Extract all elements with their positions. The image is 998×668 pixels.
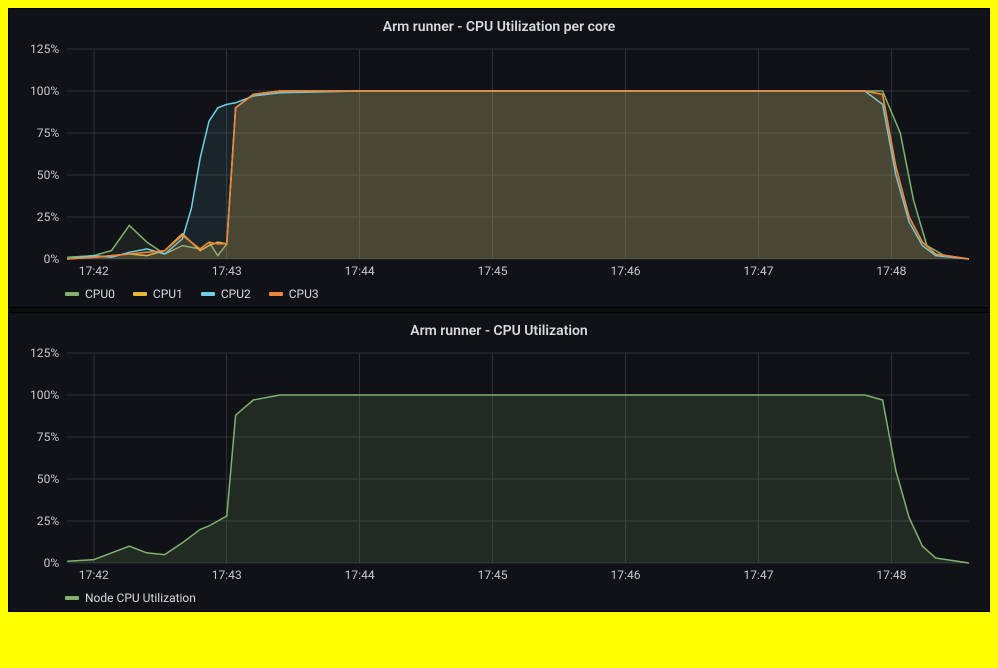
x-tick-label: 17:42 (79, 568, 109, 582)
x-tick-label: 17:43 (212, 264, 242, 278)
legend-item[interactable]: CPU1 (133, 287, 183, 301)
x-tick-label: 17:46 (611, 568, 641, 582)
x-tick-label: 17:47 (743, 568, 773, 582)
y-tick-label: 25% (37, 514, 60, 528)
y-tick-label: 0% (44, 556, 60, 570)
legend-label: CPU2 (221, 287, 251, 301)
y-tick-label: 75% (37, 126, 60, 140)
y-tick-label: 125% (30, 43, 59, 56)
legend-item[interactable]: CPU0 (65, 287, 115, 301)
panels-container: Arm runner - CPU Utilization per core 0%… (6, 6, 992, 614)
x-tick-label: 17:45 (478, 568, 508, 582)
panel-cpu-total: Arm runner - CPU Utilization 0% 25% 50% 75%… (8, 312, 990, 612)
panel-title: Arm runner - CPU Utilization (17, 317, 981, 347)
x-tick-label: 17:44 (345, 568, 375, 582)
x-tick-label: 17:43 (212, 568, 242, 582)
legend: Node CPU Utilization (17, 587, 981, 605)
y-tick-label: 50% (37, 472, 60, 486)
x-tick-label: 17:44 (345, 264, 375, 278)
y-tick-label: 125% (30, 347, 59, 360)
y-tick-label: 0% (44, 252, 60, 266)
x-tick-label: 17:46 (611, 264, 641, 278)
x-tick-label: 17:45 (478, 264, 508, 278)
x-tick-label: 17:48 (876, 264, 906, 278)
x-tick-label: 17:48 (876, 568, 906, 582)
legend-swatch (201, 292, 215, 296)
panel-title: Arm runner - CPU Utilization per core (17, 13, 981, 43)
legend-label: CPU3 (289, 287, 319, 301)
y-tick-label: 75% (37, 430, 60, 444)
legend-label: CPU1 (153, 287, 183, 301)
chart2-svg: 0% 25% 50% 75% 100% 125% 17:42 17:43 17:44 17:45 1… (17, 347, 981, 587)
panel-cpu-per-core: Arm runner - CPU Utilization per core 0%… (8, 8, 990, 308)
x-tick-label: 17:42 (79, 264, 109, 278)
y-tick-label: 100% (30, 388, 59, 402)
legend-swatch (65, 292, 79, 296)
legend-item[interactable]: CPU2 (201, 287, 251, 301)
legend-item[interactable]: CPU3 (269, 287, 319, 301)
legend-swatch (269, 292, 283, 296)
x-tick-label: 17:47 (743, 264, 773, 278)
y-tick-label: 50% (37, 168, 60, 182)
legend-item[interactable]: Node CPU Utilization (65, 591, 196, 605)
chart1-svg: 0% 25% 50% 75% 100% 125% 17:42 17:43 17:44 17:45 1… (17, 43, 981, 283)
chart-area[interactable]: 0% 25% 50% 75% 100% 125% 17:42 17:43 17:44 17:45 1… (17, 347, 981, 587)
legend-swatch (65, 596, 79, 600)
legend-label: Node CPU Utilization (85, 591, 196, 605)
legend: CPU0 CPU1 CPU2 CPU3 (17, 283, 981, 301)
legend-swatch (133, 292, 147, 296)
chart-area[interactable]: 0% 25% 50% 75% 100% 125% 17:42 17:43 17:44 17:45 1… (17, 43, 981, 283)
y-tick-label: 25% (37, 210, 60, 224)
y-tick-label: 100% (30, 84, 59, 98)
legend-label: CPU0 (85, 287, 115, 301)
